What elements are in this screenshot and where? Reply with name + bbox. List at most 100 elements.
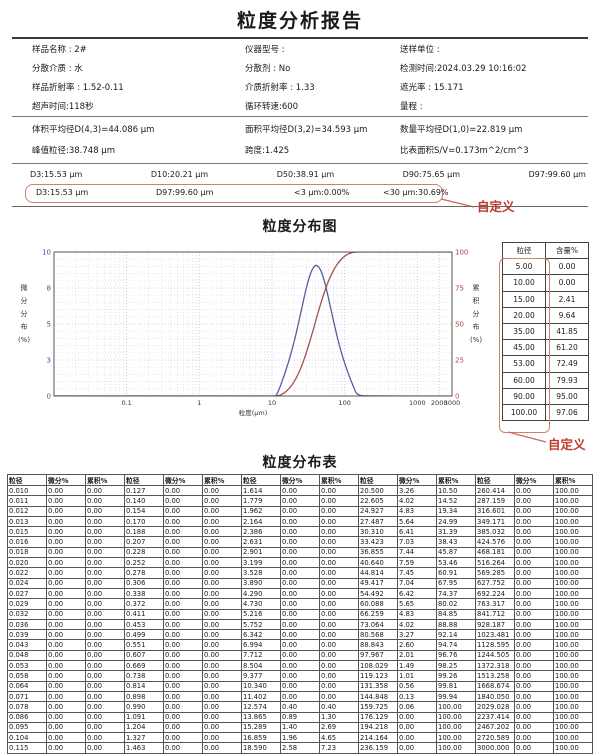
diff-cell: 0.00 [163, 711, 203, 723]
size-cell: 0.228 [124, 546, 164, 559]
cum-cell: 80.02 [436, 598, 476, 610]
size-cell: 1023.481 [475, 629, 515, 641]
diff-cell: 0.00 [280, 660, 320, 672]
diff-cell: 0.00 [514, 721, 554, 734]
diff-cell: 0.00 [46, 711, 86, 723]
svg-text:100: 100 [455, 249, 468, 257]
info-field: 量程 : [400, 102, 423, 112]
cum-cell: 100.00 [553, 608, 593, 620]
side-table-header: 含量% [545, 241, 589, 260]
diff-cell: 0.00 [46, 567, 86, 579]
summary-field: 比表面积S/V=0.173m^2/cm^3 [400, 146, 529, 156]
diff-cell: 0.00 [163, 660, 203, 672]
size-cell: 0.898 [124, 690, 164, 703]
diff-cell: 0.00 [280, 618, 320, 631]
plot-frame [53, 251, 453, 397]
main-table-header: 粒径 [124, 474, 164, 486]
size-cell: 131.358 [358, 680, 398, 692]
size-cell: 1.962 [241, 505, 281, 517]
main-table-header: 粒径 [358, 474, 398, 486]
side-table-cell: 5.00 [502, 258, 546, 276]
size-cell: 73.064 [358, 618, 398, 631]
diff-cell: 0.00 [163, 557, 203, 569]
cum-cell: 99.94 [436, 690, 476, 703]
size-cell: 1.614 [241, 484, 281, 497]
main-table-header: 累积% [319, 474, 359, 486]
main-table-row: 0.027 0.00 0.00 0.338 0.00 0.00 4.290 0.00 0.00 5… [7, 587, 593, 600]
diff-cell: 0.00 [46, 732, 86, 744]
cum-cell: 31.39 [436, 526, 476, 538]
cum-cell: 100.00 [553, 484, 593, 497]
diff-cell: 0.00 [163, 567, 203, 579]
cum-cell: 0.00 [202, 649, 242, 662]
cum-cell: 100.00 [553, 515, 593, 528]
size-cell: 287.159 [475, 495, 515, 507]
side-table-cell: 35.00 [502, 322, 546, 341]
cum-cell: 100.00 [553, 587, 593, 600]
side-annotation-line [507, 431, 547, 443]
size-cell: 468.181 [475, 546, 515, 559]
diff-cell: 0.00 [46, 618, 86, 631]
diff-cell: 7.44 [397, 546, 437, 559]
size-cell: 119.123 [358, 670, 398, 682]
size-cell: 0.011 [7, 495, 47, 507]
cum-cell: 0.00 [85, 721, 125, 734]
side-table-cell: 15.00 [502, 290, 546, 308]
size-cell: 12.574 [241, 701, 281, 713]
cum-cell: 0.00 [202, 721, 242, 734]
diff-cell: 0.00 [280, 495, 320, 507]
cum-cell: 0.00 [202, 660, 242, 672]
size-cell: 0.104 [7, 732, 47, 744]
size-cell: 569.285 [475, 567, 515, 579]
size-cell: 2029.028 [475, 701, 515, 713]
page-title: 粒度分析报告 [236, 10, 363, 32]
diff-cell: 0.00 [514, 587, 554, 600]
size-cell: 0.607 [124, 649, 164, 662]
cum-cell: 0.00 [319, 536, 359, 548]
info-field: 样品名称 : 2# [32, 45, 87, 55]
info-field: 样品折射率 : 1.52-0.11 [32, 83, 124, 93]
cum-cell: 0.00 [85, 505, 125, 517]
svg-text:累: 累 [473, 284, 480, 292]
cum-cell: 100.00 [436, 711, 476, 723]
main-table-header: 粒径 [7, 474, 47, 486]
diff-cell: 0.00 [46, 701, 86, 713]
diff-cell: 0.00 [46, 557, 86, 569]
diff-cell: 0.00 [46, 639, 86, 651]
size-cell: 66.259 [358, 608, 398, 620]
size-cell: 0.043 [7, 639, 47, 651]
main-table-row: 0.010 0.00 0.00 0.127 0.00 0.00 1.614 0.00 0.00 2… [7, 484, 593, 497]
cum-cell: 100.00 [553, 629, 593, 641]
side-table-cell: 60.00 [502, 371, 546, 389]
custom-size-table: 粒径 含量% 5.00 0.00 10.00 0.00 15.00 2.41 20.00 9.64… [502, 241, 589, 422]
side-table-row: 15.00 2.41 [502, 290, 589, 308]
size-cell: 3.890 [241, 577, 281, 589]
diff-cell: 4.83 [397, 608, 437, 620]
main-table-row: 0.013 0.00 0.00 0.170 0.00 0.00 2.164 0.00 0.00 2… [7, 515, 593, 528]
diff-cell: 4.02 [397, 495, 437, 507]
custom-annotation-label: 自定义 [477, 199, 515, 214]
main-table-row: 0.078 0.00 0.00 0.990 0.00 0.00 12.574 0.40 0.40… [7, 701, 593, 713]
cum-cell: 0.00 [85, 701, 125, 713]
size-cell: 20.500 [358, 484, 398, 497]
side-table-cell: 41.85 [545, 322, 589, 341]
x-axis-label: 粒度(μm) [239, 408, 268, 417]
info-field: 仪器型号 : [245, 45, 285, 55]
cum-cell: 100.00 [553, 680, 593, 692]
sample-info-grid: 样品名称 : 2# 仪器型号 : 送样单位 : 分散介质 : 水 分散剂 : No 检测时… [32, 44, 600, 114]
diff-cell: 0.00 [46, 587, 86, 600]
diff-cell: 0.00 [280, 515, 320, 528]
size-cell: 0.022 [7, 567, 47, 579]
diff-cell: 6.42 [397, 587, 437, 600]
size-cell: 33.423 [358, 536, 398, 548]
divider [12, 206, 588, 207]
d-percentile-row: D3:15.53 μm D10:20.21 μm D50:38.91 μm D90:7… [0, 164, 600, 179]
svg-text:(%): (%) [18, 336, 30, 344]
cum-cell: 100.00 [436, 701, 476, 713]
side-table-cell: 100.00 [502, 403, 546, 422]
custom-d-zone: D3:15.53 μm D97:99.60 μm <3 μm:0.00% <30 μm… [0, 184, 600, 214]
size-cell: 0.372 [124, 598, 164, 610]
diff-cell: 0.00 [514, 567, 554, 579]
diff-cell: 0.00 [163, 598, 203, 610]
cum-cell: 74.37 [436, 587, 476, 600]
